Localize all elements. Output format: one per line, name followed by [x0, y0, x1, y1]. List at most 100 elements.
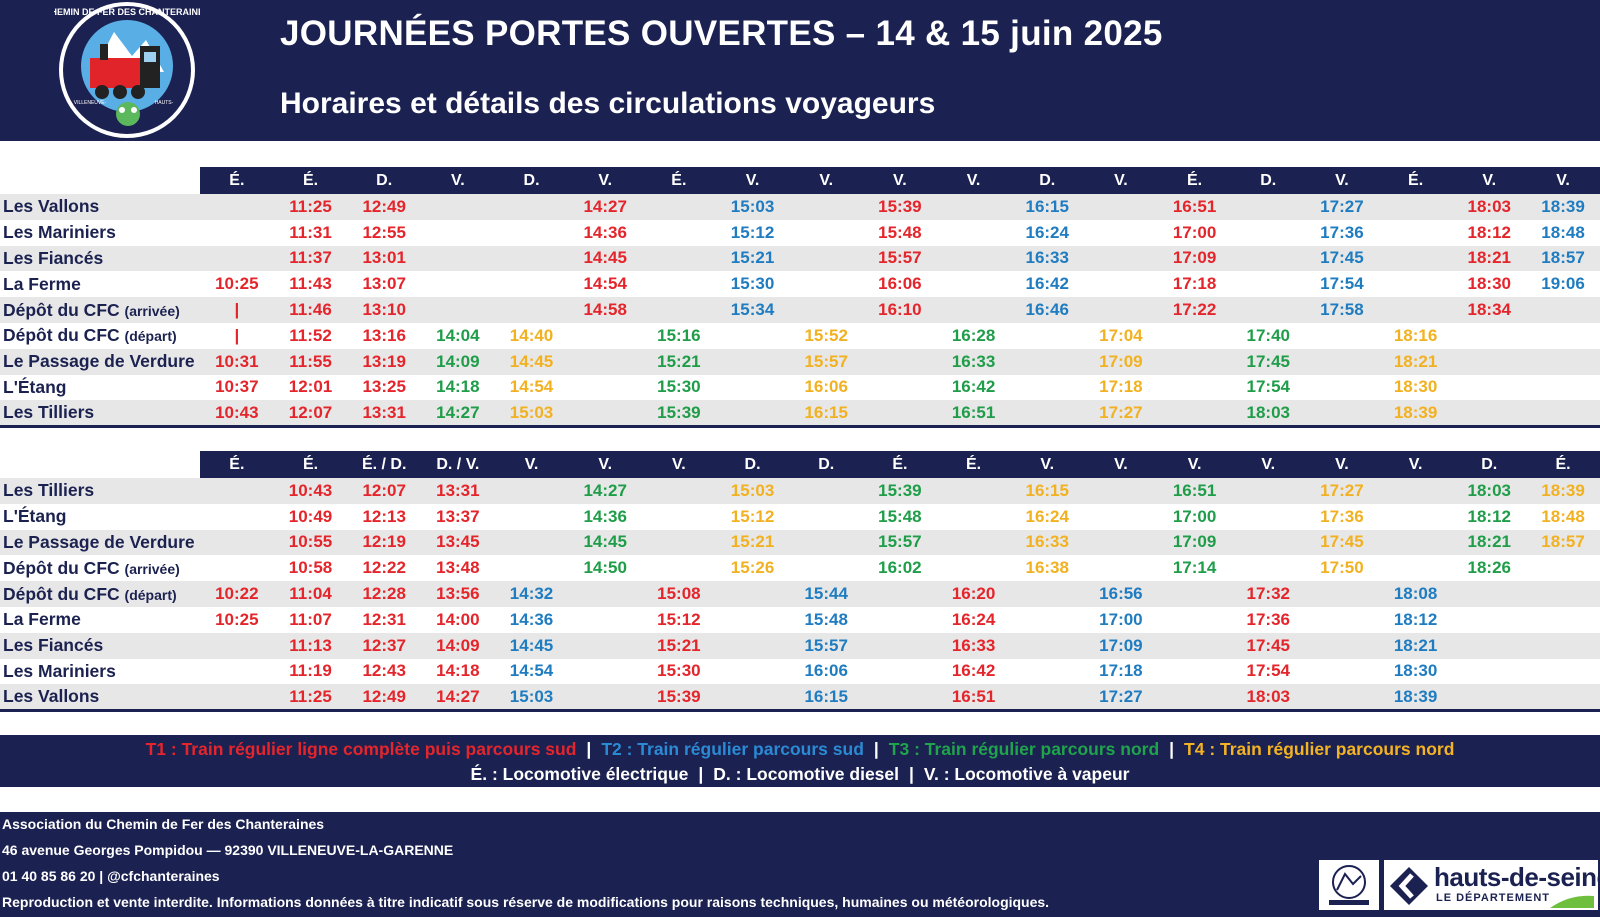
departure-time: [200, 659, 274, 685]
departure-time: [1526, 659, 1600, 685]
departure-time: [789, 245, 864, 272]
departure-time: 18:03: [1231, 400, 1306, 428]
departure-time: [421, 297, 495, 323]
departure-time: 11:04: [273, 581, 348, 607]
station-name: Dépôt du CFC: [3, 299, 120, 320]
departure-time: 18:39: [1526, 194, 1600, 220]
departure-time: [936, 194, 1011, 220]
departure-time: 11:31: [289, 222, 332, 242]
locomotive-type-header: V.: [1157, 451, 1232, 478]
departure-time: 10:58: [288, 558, 333, 578]
station-name: Les Fiancés: [3, 247, 104, 268]
departure-time: 14:36: [583, 506, 627, 526]
departure-time: [1452, 348, 1527, 375]
departure-time: [1231, 504, 1305, 530]
departure-time: [1084, 478, 1158, 504]
departure-time: 15:48: [878, 222, 922, 242]
departure-time: [789, 194, 864, 220]
departure-time: [568, 581, 643, 607]
departure-time: 16:15: [789, 400, 864, 428]
locomotive-type-header: V.: [1084, 451, 1158, 478]
departure-time: 13:10: [347, 297, 422, 323]
departure-time: 17:27: [1084, 684, 1158, 712]
departure-time: 16:38: [1025, 558, 1069, 578]
departure-time: [642, 271, 716, 297]
departure-time: [200, 478, 274, 504]
station-name: Les Mariniers: [3, 222, 116, 243]
departure-time: [937, 271, 1011, 297]
departure-time: 12:28: [347, 581, 422, 607]
departure-time: 16:15: [1010, 478, 1085, 504]
departure-time: 18:21: [1378, 632, 1453, 659]
departure-time: [1158, 659, 1232, 685]
departure-time: 11:46: [273, 297, 348, 323]
station-name-cell: L'Étang: [0, 375, 200, 401]
departure-time: 17:45: [1305, 245, 1379, 272]
footer-organization: Association du Chemin de Fer des Chanter…: [2, 816, 325, 832]
departure-time: 10:49: [288, 506, 333, 526]
departure-time: 11:19: [289, 661, 332, 681]
departure-time: [1010, 632, 1085, 659]
departure-time: 15:39: [863, 194, 937, 220]
departure-time: [1010, 348, 1085, 375]
departure-time: 18:30: [1393, 377, 1438, 397]
departure-time: [1452, 323, 1526, 349]
departure-time: 16:15: [1010, 194, 1085, 220]
departure-time: 18:21: [1378, 348, 1453, 375]
departure-time: [494, 245, 569, 272]
timetable-row: Dépôt du CFC (départ) 10:22 11:04 12:28 13:5…: [0, 581, 1600, 607]
departure-time: 16:51: [936, 684, 1011, 712]
departure-time: 13:07: [362, 274, 406, 294]
departure-time: 17:50: [1320, 558, 1364, 578]
header-corner: [0, 451, 200, 478]
departure-time: [1379, 220, 1453, 246]
departure-time: 14:00: [436, 609, 480, 629]
departure-time: 15:52: [804, 325, 848, 345]
locomotive-type-header: D.: [494, 167, 569, 194]
departure-time: [1526, 297, 1600, 323]
timetable-row: Les Fiancés 11:13 12:37 14:09 14:45 15:21 15:5…: [0, 632, 1600, 659]
station-name: Dépôt du CFC: [3, 325, 120, 346]
departure-time: [642, 245, 716, 272]
departure-time: 15:26: [730, 558, 775, 578]
departure-time: [1231, 529, 1306, 556]
departure-time: 17:00: [1099, 609, 1143, 629]
departure-time: 15:16: [657, 325, 701, 345]
departure-time: 12:13: [362, 506, 406, 526]
departure-time: [715, 632, 790, 659]
timetable-outbound: É. É. D. V. D. V. É. V. V. V. V. D. V. É. D. V. É. V. V. Le…: [0, 167, 1600, 428]
departure-time: 16:33: [936, 632, 1011, 659]
departure-time: [863, 607, 937, 633]
departure-time: [863, 684, 937, 712]
departure-time: 14:36: [583, 222, 627, 242]
departure-time: 11:25: [273, 194, 348, 220]
departure-time: [642, 504, 716, 530]
locomotive-type-header: É.: [1378, 167, 1453, 194]
locomotive-type-header: D.: [1231, 167, 1306, 194]
departure-time: [642, 194, 716, 220]
station-name: Le Passage de Verdure: [3, 351, 195, 372]
departure-time: 15:39: [863, 478, 937, 504]
timetable-row: Le Passage de Verdure 10:31 11:55 13:19 14:0…: [0, 348, 1600, 375]
locomotive-type-header: V.: [1084, 167, 1158, 194]
departure-time: [1452, 581, 1527, 607]
no-stop-marker: |: [234, 325, 240, 345]
departure-time: [789, 271, 863, 297]
departure-time: 14:36: [509, 609, 554, 629]
station-name: L'Étang: [3, 506, 67, 527]
departure-time: [1526, 684, 1600, 712]
departure-time: [1526, 555, 1600, 581]
departure-time: [642, 555, 716, 581]
departure-time: [1305, 323, 1379, 349]
timetable-row: L'Étang 10:49 12:13 13:37 14:36 15:12 15:48 16:…: [0, 504, 1600, 530]
timetable-row: La Ferme 10:25 11:07 12:31 14:00 14:36 15:12 15…: [0, 607, 1600, 633]
departure-time: 16:51: [1157, 478, 1232, 504]
departure-time: 16:20: [936, 581, 1011, 607]
locomotive-type-header: É.: [273, 451, 348, 478]
departure-time: 15:30: [657, 377, 701, 397]
station-name-cell: L'Étang: [0, 504, 200, 530]
locomotive-type-header: É.: [200, 451, 274, 478]
departure-time: [1157, 400, 1232, 428]
departure-time: [494, 194, 569, 220]
departure-time: [789, 220, 863, 246]
